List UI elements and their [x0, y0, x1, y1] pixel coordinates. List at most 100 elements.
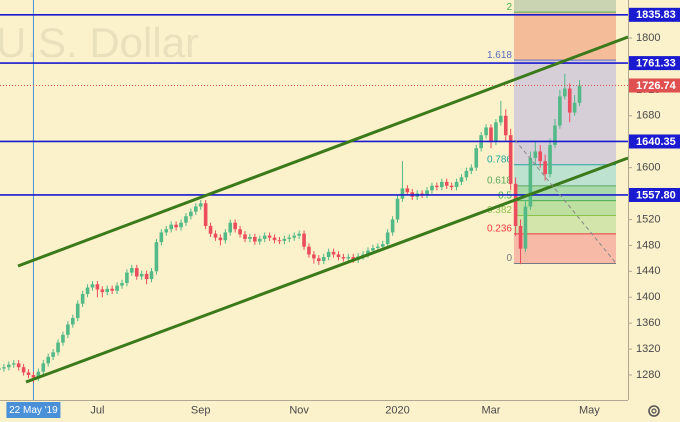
crosshair-date-box [6, 402, 61, 418]
candle-body [174, 224, 178, 228]
candle-body [449, 185, 454, 188]
candle-body [11, 363, 16, 365]
projection-line [514, 139, 616, 263]
last-price-label: 1726.74 [636, 80, 677, 92]
candle-body [2, 367, 6, 369]
candle-body [90, 284, 95, 288]
candle-body [16, 363, 21, 368]
candle-body [125, 272, 129, 283]
x-tick-label: Nov [289, 404, 309, 416]
price-line-box [629, 134, 680, 149]
candle-body [499, 115, 503, 123]
watermark: U.S. Dollar [0, 19, 199, 66]
candle-body [169, 224, 173, 230]
candle-body [262, 235, 267, 239]
candle-body [425, 190, 429, 195]
candle-body [528, 157, 533, 207]
price-line-label: 1640.35 [636, 136, 676, 148]
candle-body [228, 222, 233, 233]
candle-body [371, 247, 375, 251]
candle-body [572, 102, 577, 113]
candle-body [336, 254, 341, 258]
y-tick-label: 1400 [636, 291, 660, 303]
fib-label: 0.5 [498, 190, 512, 201]
candle-body [567, 88, 572, 113]
candle-body [21, 367, 26, 373]
x-tick-label: Mar [482, 404, 501, 416]
candle-body [548, 144, 552, 175]
settings-icon[interactable] [648, 405, 660, 417]
candle-body [317, 258, 321, 261]
candle-body [464, 170, 469, 178]
fib-band [514, 215, 616, 234]
candle-body [66, 324, 70, 335]
candle-body [80, 293, 85, 304]
candle-body [154, 242, 159, 272]
price-line-box [629, 187, 680, 202]
fib-band [514, 233, 616, 264]
channel-lower [25, 156, 629, 384]
candle-body [267, 235, 272, 238]
candle-body [287, 237, 292, 239]
y-tick-label: 1280 [636, 369, 660, 381]
candle-body [238, 229, 242, 235]
candle-body [523, 206, 528, 249]
candle-body [100, 289, 105, 293]
candle-body [405, 188, 410, 193]
candle-body [120, 282, 124, 286]
fib-label: 0.236 [487, 224, 512, 235]
x-tick-label: 22 May '19 [9, 405, 58, 416]
candle-body [400, 188, 405, 199]
candle-body [518, 225, 523, 249]
fib-label: 1.618 [487, 50, 512, 61]
candle-body [105, 288, 110, 293]
candle-body [553, 125, 557, 145]
fib-label: 0.618 [487, 175, 512, 186]
candle-body [469, 167, 474, 171]
candle-body [494, 122, 498, 142]
fib-label: 2 [506, 2, 512, 13]
candle-body [110, 288, 114, 291]
candle-body [189, 211, 193, 217]
candle-body [198, 203, 203, 207]
candle-body [213, 233, 218, 238]
candle-body [218, 237, 223, 241]
candle-body [331, 251, 336, 255]
candle-body [440, 181, 444, 188]
channel-upper [17, 35, 629, 268]
candle-body [223, 232, 228, 241]
x-tick-label: Sep [191, 404, 211, 416]
y-tick-label: 1600 [636, 162, 660, 174]
y-tick-label: 1440 [636, 265, 660, 277]
candle-body [543, 161, 547, 175]
candle-body [351, 257, 356, 260]
y-tick-label: 1480 [636, 239, 660, 251]
candle-body [85, 287, 90, 294]
candle-body [71, 317, 75, 325]
candle-body [513, 183, 518, 226]
price-line-label: 1835.83 [636, 9, 676, 21]
candle-body [51, 352, 55, 357]
candle-body [139, 273, 144, 277]
candle-body [0, 368, 1, 370]
candle-body [577, 85, 582, 103]
candle-body [179, 222, 183, 228]
candle-body [31, 374, 36, 378]
y-tick-label: 1520 [636, 213, 660, 225]
candle-body [533, 151, 538, 158]
candle-body [277, 240, 282, 242]
candle-body [326, 251, 331, 258]
candle-body [233, 222, 237, 230]
candle-body [194, 206, 198, 212]
candle-body [7, 364, 11, 368]
candle-body [26, 372, 31, 375]
candle-body [297, 233, 301, 236]
plot [0, 0, 628, 400]
candle-body [248, 236, 252, 239]
price-line-label: 1557.80 [636, 189, 676, 201]
axes: 1280132013601400144014801520156016001640… [6, 7, 680, 418]
candle-body [430, 185, 434, 191]
candle-body [390, 219, 395, 233]
candle-body [484, 127, 488, 136]
